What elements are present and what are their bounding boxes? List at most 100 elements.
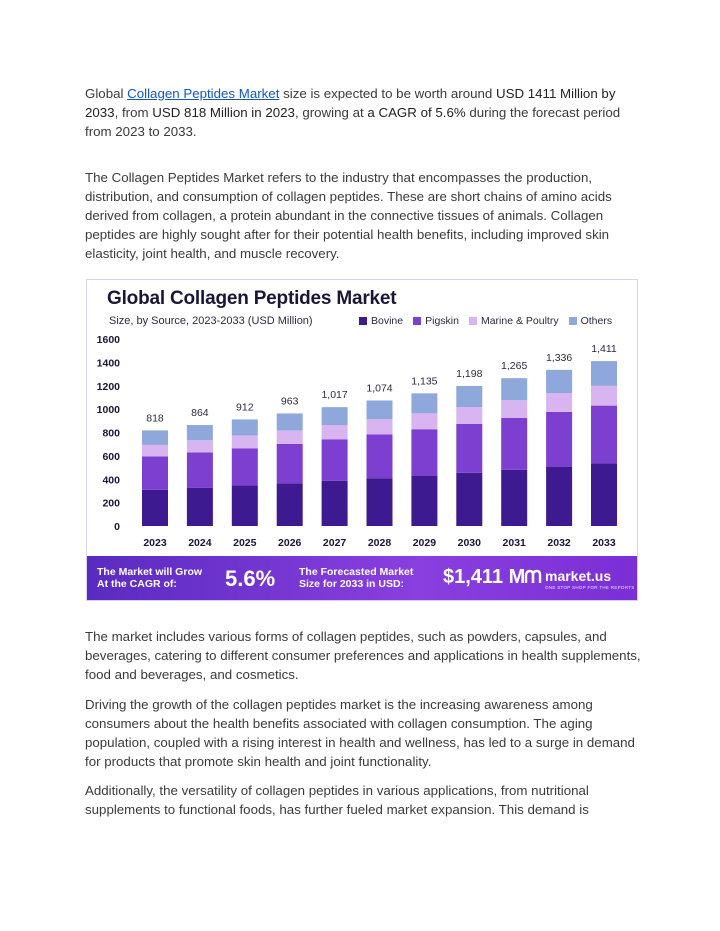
y-tick-label: 1400 [97, 357, 121, 369]
forecast-label-line-2: Size for 2033 in USD: [299, 578, 405, 590]
collagen-market-link[interactable]: Collagen Peptides Market [127, 86, 280, 101]
bar-segment-bovine [411, 475, 438, 526]
cagr-value: 5.6% [225, 566, 276, 591]
x-tick-label: 2028 [368, 537, 392, 549]
bar-segment-others [546, 369, 573, 394]
total-label: 1,411 [591, 343, 617, 355]
y-tick-label: 200 [102, 498, 120, 510]
total-label: 963 [281, 395, 299, 407]
total-label: 1,198 [456, 368, 482, 380]
intro-text-c: , growing at [294, 105, 368, 120]
bar-segment-pigskin [186, 452, 213, 488]
legend-item-bovine: Bovine [359, 315, 403, 327]
intro-paragraph: Global Collagen Peptides Market size is … [85, 84, 645, 141]
bar-segment-bovine [501, 469, 528, 526]
legend-label: Bovine [371, 315, 404, 327]
summary-banner: The Market will Grow At the CAGR of: 5.6… [87, 556, 637, 600]
bar-segment-others [501, 378, 528, 401]
legend-item-pigskin: Pigskin [413, 315, 459, 327]
bar-segment-bovine [276, 483, 303, 526]
forms-paragraph: The market includes various forms of col… [85, 629, 641, 682]
market-us-logo-icon [524, 569, 542, 583]
bar-segment-pigskin [276, 443, 303, 484]
legend-label: Others [580, 315, 613, 327]
brand-name: market.us [545, 568, 612, 584]
bar-segment-pigskin [501, 418, 528, 470]
bar-segment-marine-poultry [501, 400, 528, 419]
bar-segment-marine-poultry [186, 440, 213, 453]
bar-segment-others [231, 419, 258, 436]
x-tick-label: 2033 [592, 537, 616, 549]
bar-segment-bovine [546, 466, 573, 526]
total-label: 1,074 [366, 382, 392, 394]
total-label: 1,336 [546, 352, 572, 364]
bar-segment-marine-poultry [591, 385, 617, 406]
bar-segment-bovine [366, 478, 393, 526]
bar-segment-bovine [186, 487, 213, 526]
stacked-bar-chart: 0 200 400 600 800 1000 1200 1400 1600 818 2023 864 2… [97, 334, 617, 549]
bar-segment-marine-poultry [321, 425, 348, 440]
legend-swatch [468, 317, 477, 325]
intro-text-b: , from [114, 105, 153, 120]
bar-segment-marine-poultry [366, 419, 393, 435]
infographic-title: Global Collagen Peptides Market [107, 288, 397, 309]
x-tick-label: 2031 [503, 537, 527, 549]
total-label: 818 [146, 412, 164, 424]
bar-segment-others [142, 430, 168, 445]
y-tick-label: 1600 [97, 334, 121, 346]
forecast-label-line-1: The Forecasted Market [299, 566, 414, 578]
x-tick-label: 2024 [188, 537, 212, 549]
y-tick-label: 1200 [97, 381, 121, 393]
growth-drivers-paragraph: Driving the growth of the collagen pepti… [85, 697, 635, 769]
x-tick-label: 2030 [458, 537, 482, 549]
forecast-label: The Forecasted Market Size for 2033 in U… [299, 566, 413, 590]
cagr-label: The Market will Grow At the CAGR of: [97, 566, 202, 590]
bar-segment-marine-poultry [276, 430, 303, 444]
intro-highlight-a: USD 1411 Million by 2033 [85, 86, 616, 120]
bar-segment-pigskin [321, 439, 348, 481]
bar-segment-bovine [591, 463, 617, 526]
bar-segment-marine-poultry [142, 444, 168, 457]
bar-segment-others [366, 400, 393, 420]
intro-highlight-b: USD 818 Million in 2023 [152, 105, 295, 120]
definition-paragraph: The Collagen Peptides Market refers to t… [85, 170, 612, 261]
brand-tagline: ONE STOP SHOP FOR THE REPORTS [545, 585, 635, 590]
legend-swatch [359, 317, 367, 325]
legend-label: Pigskin [425, 315, 459, 327]
legend-item-others: Others [568, 315, 613, 327]
y-tick-label: 400 [102, 474, 120, 486]
x-tick-label: 2029 [413, 537, 437, 549]
bar-segment-others [276, 413, 303, 431]
intro-text-a: size is expected to be worth around [279, 86, 496, 101]
bar-segment-marine-poultry [546, 393, 573, 412]
bar-segment-pigskin [591, 405, 617, 464]
bar-segment-bovine [456, 472, 483, 526]
y-tick-label: 0 [114, 521, 120, 533]
bar-segment-bovine [142, 489, 168, 526]
bar-segment-others [456, 385, 483, 408]
bar-segment-bovine [231, 485, 258, 526]
total-label: 1,135 [411, 375, 437, 387]
bar-segment-marine-poultry [456, 407, 483, 424]
legend-swatch [413, 317, 422, 325]
x-tick-label: 2023 [143, 537, 167, 549]
y-tick-label: 800 [102, 428, 120, 440]
bar-segment-others [321, 407, 348, 426]
legend-label: Marine & Poultry [480, 315, 559, 327]
bar-segment-pigskin [366, 434, 393, 479]
x-tick-label: 2025 [233, 537, 257, 549]
intro-highlight-c: a CAGR of 5.6% [367, 105, 466, 120]
bar-segment-pigskin [546, 411, 573, 467]
bar-segment-pigskin [456, 423, 483, 473]
bar-segment-marine-poultry [231, 435, 258, 449]
x-tick-label: 2032 [547, 537, 571, 549]
chart-legend: Bovine Pigskin Marine & Poultry Others [359, 315, 612, 327]
bar-segment-bovine [321, 480, 348, 526]
versatility-paragraph: Additionally, the versatility of collage… [85, 783, 589, 817]
total-label: 1,017 [321, 389, 347, 401]
intro-prefix: Global [85, 86, 128, 101]
bar-segment-marine-poultry [411, 413, 438, 430]
bar-segment-pigskin [142, 456, 168, 490]
bar-segment-others [186, 425, 213, 441]
